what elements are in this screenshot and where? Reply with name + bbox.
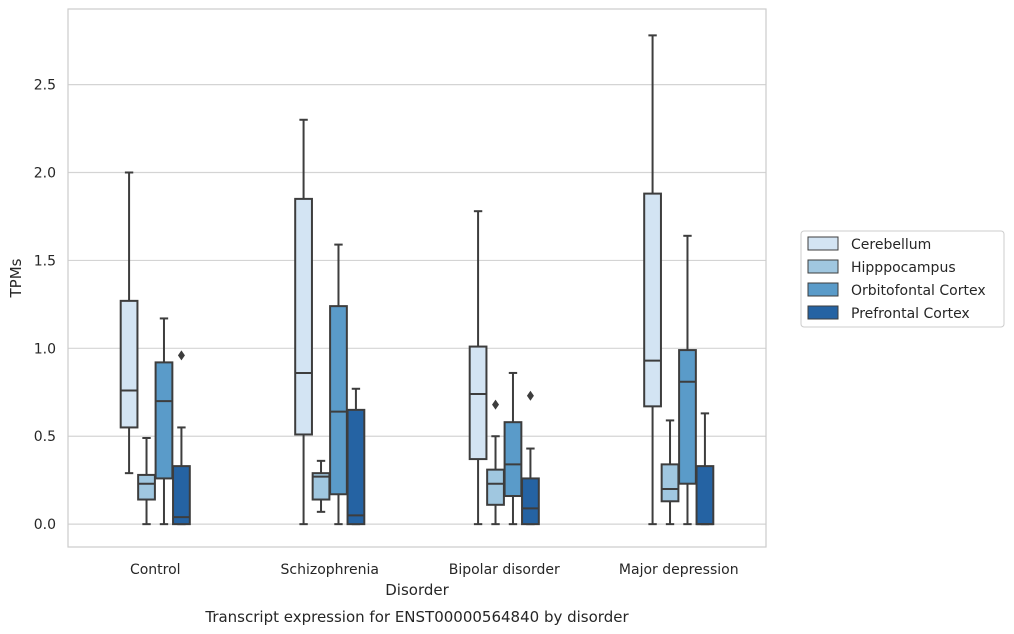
box-iqr [346, 408, 366, 526]
box-hipppocampus [311, 459, 331, 513]
legend: Cerebellum Hipppocampus Orbitofontal Corte… [800, 230, 1005, 328]
x-tick-label: Bipolar disorder [449, 562, 560, 578]
box-iqr [329, 305, 348, 496]
box-orbitofontal-cortex [154, 317, 174, 526]
x-tick-label: Major depression [619, 562, 739, 578]
y-axis-label: TPMs [7, 258, 25, 298]
outlier-point [492, 399, 500, 410]
legend-swatch [807, 259, 839, 274]
box-iqr [468, 345, 488, 461]
box-hipppocampus [137, 436, 156, 526]
box-iqr [643, 192, 662, 408]
x-axis-label: Disorder [385, 581, 449, 599]
outlier-point [177, 350, 185, 361]
y-tick-label: 1.5 [34, 253, 56, 269]
box-orbitofontal-cortex [503, 371, 523, 526]
x-tick-label: Control [130, 562, 181, 578]
x-tick-labels: Control Schizophrenia Bipolar disorder Majo… [130, 562, 739, 578]
legend-frame [800, 230, 1005, 328]
box-iqr [486, 468, 505, 506]
box-hipppocampus [660, 419, 680, 526]
box-prefrontal-cortex [172, 350, 191, 526]
legend-swatch [807, 282, 839, 297]
box-iqr [119, 299, 139, 429]
y-tick-label: 0.0 [34, 517, 56, 533]
legend-label: Hipppocampus [851, 260, 956, 276]
box-iqr [294, 197, 313, 436]
box-iqr [660, 463, 680, 503]
y-tick-labels: 0.0 0.5 1.0 1.5 2.0 2.5 [34, 78, 56, 534]
box-prefrontal-cortex [695, 412, 715, 526]
plot-boxes [119, 34, 715, 526]
legend-swatch [807, 305, 839, 320]
outlier-point [526, 390, 534, 401]
plot-frame [67, 8, 767, 548]
y-tick-label: 2.0 [34, 166, 56, 182]
box-cerebellum [294, 118, 313, 526]
x-tick-label: Schizophrenia [281, 562, 379, 578]
box-orbitofontal-cortex [678, 234, 697, 526]
box-iqr [137, 473, 156, 501]
box-iqr [678, 349, 697, 485]
legend-swatch [807, 236, 839, 251]
box-cerebellum [468, 210, 488, 526]
box-iqr [695, 465, 715, 526]
box-prefrontal-cortex [346, 387, 366, 526]
box-iqr [503, 421, 523, 498]
box-cerebellum [119, 171, 139, 475]
box-iqr [172, 465, 191, 526]
box-iqr [521, 477, 540, 526]
y-tick-label: 2.5 [34, 78, 56, 94]
legend-entries: Cerebellum Hipppocampus Orbitofontal Corte… [807, 236, 986, 322]
box-prefrontal-cortex [521, 390, 540, 526]
box-hipppocampus [486, 399, 505, 526]
y-tick-label: 1.0 [34, 341, 56, 357]
box-cerebellum [643, 34, 662, 526]
legend-label: Prefrontal Cortex [851, 306, 970, 322]
y-tick-label: 0.5 [34, 429, 56, 445]
box-iqr [154, 361, 174, 480]
legend-label: Cerebellum [851, 237, 931, 253]
legend-label: Orbitofontal Cortex [851, 283, 986, 299]
chart-caption: Transcript expression for ENST0000056484… [204, 608, 629, 626]
box-orbitofontal-cortex [329, 243, 348, 526]
